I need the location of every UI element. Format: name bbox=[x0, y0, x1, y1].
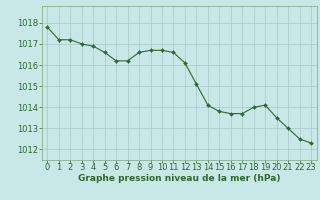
X-axis label: Graphe pression niveau de la mer (hPa): Graphe pression niveau de la mer (hPa) bbox=[78, 174, 280, 183]
